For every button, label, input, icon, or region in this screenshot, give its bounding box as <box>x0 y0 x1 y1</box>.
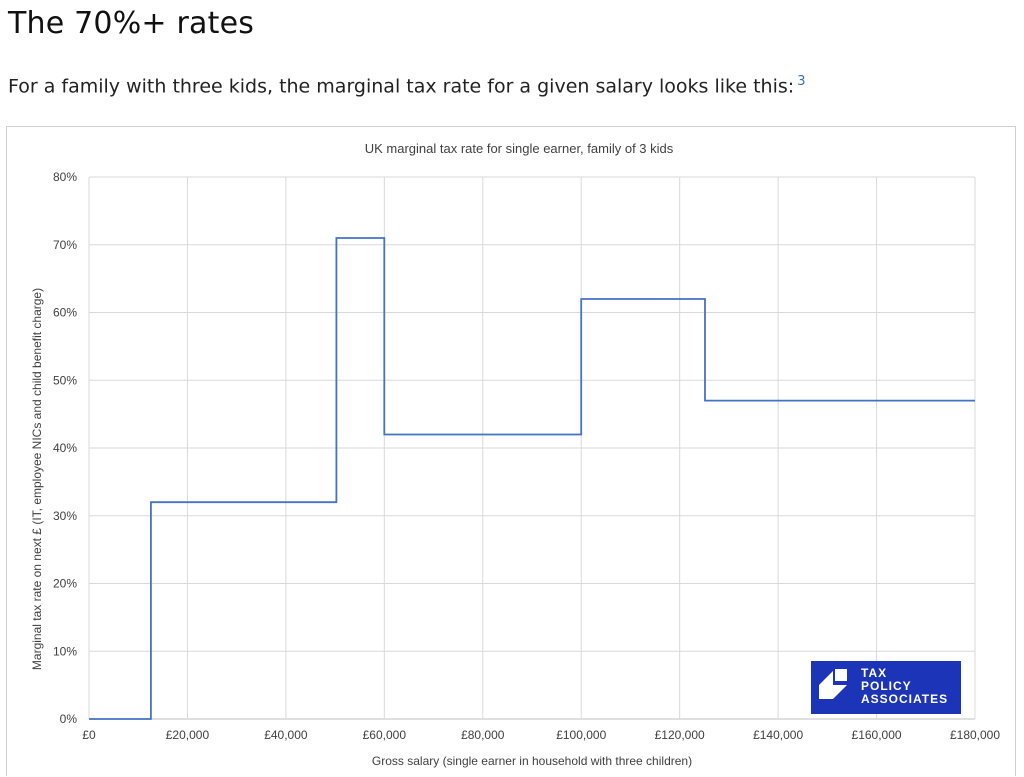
x-tick-label: £20,000 <box>166 728 210 742</box>
chart-container: UK marginal tax rate for single earner, … <box>6 126 1016 776</box>
x-tick-label: £160,000 <box>852 728 902 742</box>
logo-line-2: POLICY <box>861 679 912 693</box>
footnote-link[interactable]: 3 <box>797 74 806 89</box>
x-axis-label: Gross salary (single earner in household… <box>372 754 692 768</box>
x-tick-label: £60,000 <box>363 728 407 742</box>
tax-policy-associates-logo: TAX POLICY ASSOCIATES <box>811 661 961 714</box>
x-tick-label: £140,000 <box>753 728 803 742</box>
y-axis-label: Marginal tax rate on next £ (IT, employe… <box>30 288 44 670</box>
logo-mark-icon <box>819 669 847 699</box>
grid-layer <box>88 176 976 720</box>
series-line <box>89 237 975 720</box>
x-tick-label: £0 <box>82 728 96 742</box>
logo-line-1: TAX <box>861 666 887 680</box>
y-tick-label: 20% <box>53 577 77 591</box>
y-tick-label: 10% <box>53 644 77 658</box>
y-tick-label: 30% <box>53 509 77 523</box>
intro-text: For a family with three kids, the margin… <box>8 75 795 98</box>
x-tick-label: £120,000 <box>655 728 705 742</box>
y-tick-label: 70% <box>53 238 77 252</box>
marginal-tax-rate-chart: UK marginal tax rate for single earner, … <box>30 141 1000 768</box>
page-heading: The 70%+ rates <box>8 6 255 41</box>
chart-title: UK marginal tax rate for single earner, … <box>365 141 674 156</box>
x-tick-label: £80,000 <box>461 728 505 742</box>
x-tick-label: £100,000 <box>556 728 606 742</box>
series-layer <box>89 237 975 720</box>
y-tick-label: 0% <box>60 712 78 726</box>
y-tick-label: 80% <box>53 170 77 184</box>
logo-line-3: ASSOCIATES <box>861 692 948 706</box>
y-tick-label: 60% <box>53 306 77 320</box>
x-tick-label: £40,000 <box>264 728 308 742</box>
intro-paragraph: For a family with three kids, the margin… <box>8 74 805 97</box>
y-tick-label: 40% <box>53 441 77 455</box>
y-tick-label: 50% <box>53 373 77 387</box>
tick-layer: 0% 10% 20% 30% 40% 50% 60% 70% 80% £0 £20,000 £40,0… <box>53 170 1000 742</box>
x-tick-label: £180,000 <box>950 728 1000 742</box>
